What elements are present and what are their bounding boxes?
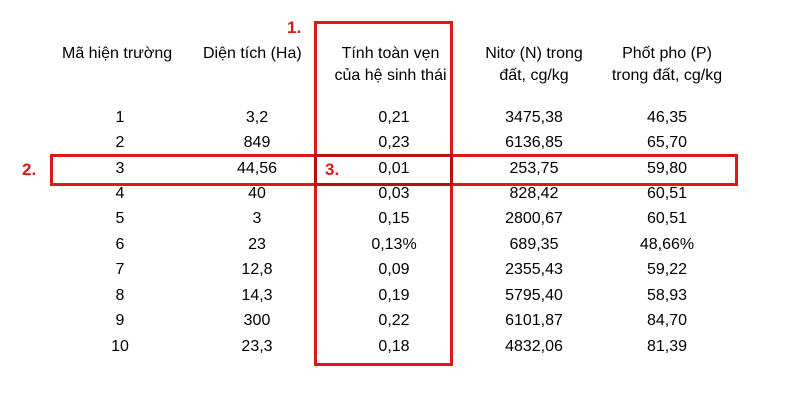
table-row: 6 23 0,13% 689,35 48,66% [0, 233, 811, 258]
header-ecosystem-integrity-line2: của hệ sinh thái [334, 67, 447, 84]
cell-nitrogen: 253,75 [509, 160, 559, 177]
annotation-marker-2: 2. [22, 160, 37, 179]
table-row: 7 12,8 0,09 2355,43 59,22 [0, 258, 811, 283]
cell-site-code: 7 [115, 261, 125, 278]
cell-area: 849 [243, 134, 271, 151]
cell-area: 23,3 [241, 338, 273, 355]
cell-nitrogen: 6101,87 [505, 312, 563, 329]
cell-ecosystem-integrity: 0,21 [378, 109, 410, 126]
cell-site-code: 9 [115, 312, 125, 329]
header-nitrogen-line2: đất, cg/kg [499, 67, 569, 84]
cell-site-code: 5 [115, 210, 125, 227]
cell-site-code: 8 [115, 287, 125, 304]
highlight-cell-box [314, 154, 453, 186]
table-row: 4 40 0,03 828,42 60,51 [0, 182, 811, 207]
cell-nitrogen: 5795,40 [505, 287, 563, 304]
cell-ecosystem-integrity: 0,18 [378, 338, 410, 355]
cell-site-code: 4 [115, 185, 125, 202]
cell-site-code: 10 [111, 338, 129, 355]
highlight-column-box [314, 21, 453, 366]
header-ecosystem-integrity: Tính toàn vẹn của hệ sinh thái [333, 43, 448, 87]
header-phosphorus: Phốt pho (P) trong đất, cg/kg [604, 43, 730, 87]
cell-nitrogen: 2355,43 [505, 261, 563, 278]
cell-nitrogen: 828,42 [509, 185, 559, 202]
cell-phosphorus: 60,51 [646, 185, 688, 202]
cell-site-code: 1 [115, 109, 125, 126]
cell-phosphorus: 48,66% [639, 236, 695, 253]
cell-phosphorus: 46,35 [646, 109, 688, 126]
header-area-line1: Diện tích (Ha) [203, 45, 302, 62]
cell-phosphorus: 81,39 [646, 338, 688, 355]
cell-area: 40 [248, 185, 266, 202]
table-row: 10 23,3 0,18 4832,06 81,39 [0, 335, 811, 360]
cell-site-code: 2 [115, 134, 125, 151]
annotation-marker-1: 1. [287, 18, 302, 37]
cell-ecosystem-integrity: 0,15 [378, 210, 410, 227]
cell-ecosystem-integrity: 0,03 [378, 185, 410, 202]
cell-phosphorus: 59,22 [646, 261, 688, 278]
header-nitrogen-line1: Nitơ (N) trong [485, 45, 583, 62]
cell-area: 3,2 [245, 109, 269, 126]
cell-ecosystem-integrity: 0,19 [378, 287, 410, 304]
table-row: 5 3 0,15 2800,67 60,51 [0, 207, 811, 232]
cell-phosphorus: 59,80 [646, 160, 688, 177]
cell-area: 12,8 [241, 261, 273, 278]
cell-nitrogen: 2800,67 [505, 210, 563, 227]
table-row-highlighted: 3 44,56 0,01 253,75 59,80 [0, 157, 811, 182]
cell-area: 14,3 [241, 287, 273, 304]
header-ecosystem-integrity-line1: Tính toàn vẹn [341, 45, 440, 62]
cell-area: 23 [248, 236, 266, 253]
annotation-marker-3: 3. [325, 160, 340, 179]
cell-area: 300 [243, 312, 271, 329]
cell-ecosystem-integrity: 0,13% [371, 236, 417, 253]
cell-phosphorus: 84,70 [646, 312, 688, 329]
table-row: 8 14,3 0,19 5795,40 58,93 [0, 284, 811, 309]
cell-nitrogen: 689,35 [509, 236, 559, 253]
cell-phosphorus: 60,51 [646, 210, 688, 227]
cell-area: 44,56 [236, 160, 278, 177]
header-site-code-line1: Mã hiện trường [62, 45, 173, 62]
cell-site-code: 3 [115, 160, 125, 177]
table-row: 1 3,2 0,21 3475,38 46,35 [0, 106, 811, 131]
cell-nitrogen: 6136,85 [505, 134, 563, 151]
cell-phosphorus: 58,93 [646, 287, 688, 304]
table-row: 9 300 0,22 6101,87 84,70 [0, 309, 811, 334]
table-row: 2 849 0,23 6136,85 65,70 [0, 131, 811, 156]
header-site-code: Mã hiện trường [62, 43, 172, 65]
cell-phosphorus: 65,70 [646, 134, 688, 151]
cell-ecosystem-integrity: 0,09 [378, 261, 410, 278]
cell-ecosystem-integrity: 0,01 [378, 160, 410, 177]
cell-ecosystem-integrity: 0,22 [378, 312, 410, 329]
cell-site-code: 6 [115, 236, 125, 253]
cell-ecosystem-integrity: 0,23 [378, 134, 410, 151]
header-phosphorus-line2: trong đất, cg/kg [611, 67, 723, 84]
cell-nitrogen: 3475,38 [505, 109, 563, 126]
header-nitrogen: Nitơ (N) trong đất, cg/kg [478, 43, 590, 87]
cell-nitrogen: 4832,06 [505, 338, 563, 355]
header-area: Diện tích (Ha) [203, 43, 302, 65]
cell-area: 3 [252, 210, 262, 227]
header-phosphorus-line1: Phốt pho (P) [622, 45, 712, 62]
